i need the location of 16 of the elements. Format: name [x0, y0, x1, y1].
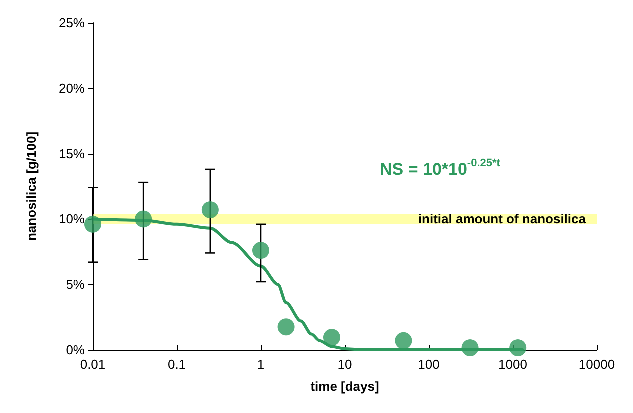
y-axis-title: nanosilica [g/100]	[24, 132, 39, 242]
x-tick-label: 100	[418, 357, 440, 372]
y-tick-label: 25%	[58, 16, 86, 30]
y-tick-label: 0%	[66, 342, 86, 358]
band-label: initial amount of nanosilica	[418, 212, 587, 227]
x-tick-label: 10000	[578, 357, 616, 372]
x-tick-label: 0.01	[80, 357, 106, 372]
y-tick-label: 20%	[58, 80, 86, 96]
x-tick-label: 1	[257, 357, 265, 372]
x-tick-label: 0.1	[168, 357, 186, 372]
y-tick-label: 5%	[66, 277, 86, 292]
y-tick-label: 10%	[58, 212, 86, 227]
x-axis-title: time [days]	[310, 379, 380, 394]
x-tick-label: 1000	[498, 357, 528, 372]
y-tick-label: 15%	[58, 146, 86, 162]
x-tick-label: 10	[338, 357, 352, 372]
